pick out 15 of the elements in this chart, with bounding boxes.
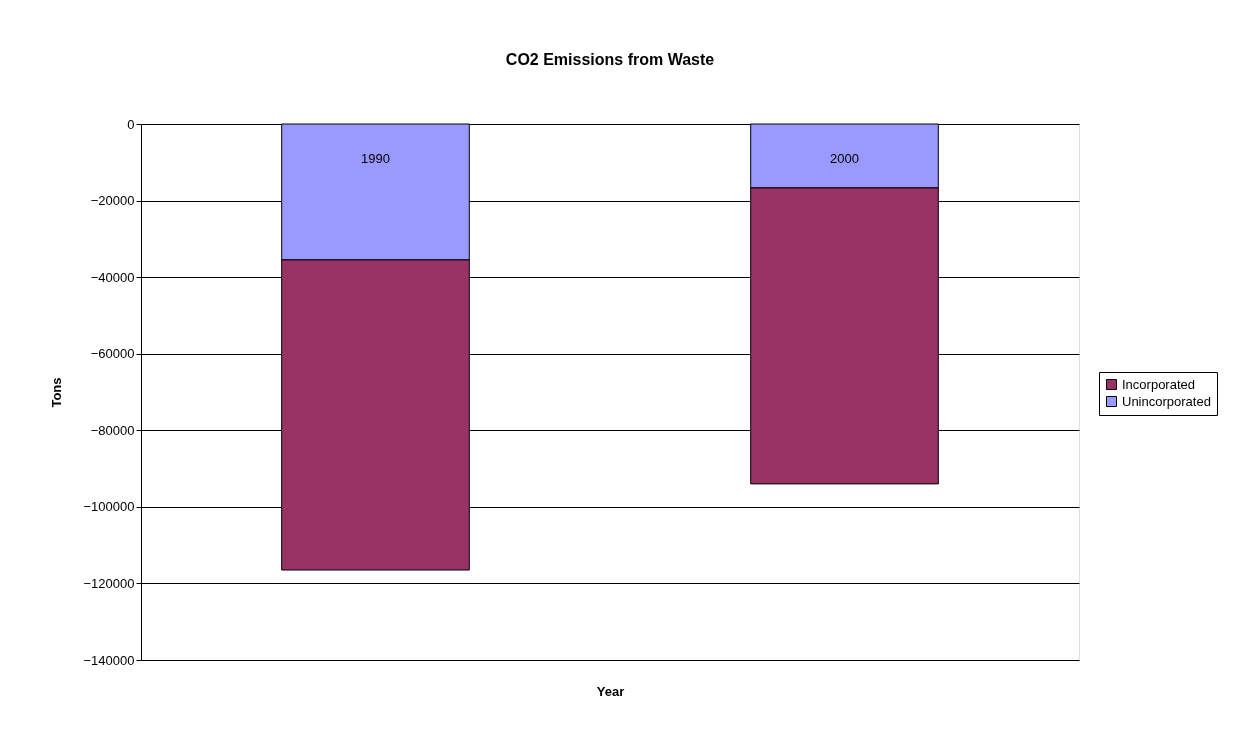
y-axis-title: Tons [48, 377, 64, 408]
y-tick-label: −80000 [90, 422, 135, 438]
y-tick-label: −100000 [83, 499, 135, 515]
legend-label: Unincorporated [1122, 393, 1211, 409]
y-tick-label: −20000 [90, 193, 135, 209]
y-tick-label: −140000 [83, 652, 135, 668]
x-tick-label: 2000 [830, 150, 859, 166]
legend-label: Incorporated [1122, 376, 1195, 392]
x-axis-title: Year [596, 683, 625, 699]
y-tick-label: −120000 [83, 575, 135, 591]
y-tick-label: −40000 [90, 269, 135, 285]
chart-title: CO2 Emissions from Waste [505, 51, 715, 68]
y-tick-label: −60000 [90, 346, 135, 362]
x-tick-label: 1990 [361, 150, 390, 166]
y-tick-label: 0 [127, 116, 135, 132]
